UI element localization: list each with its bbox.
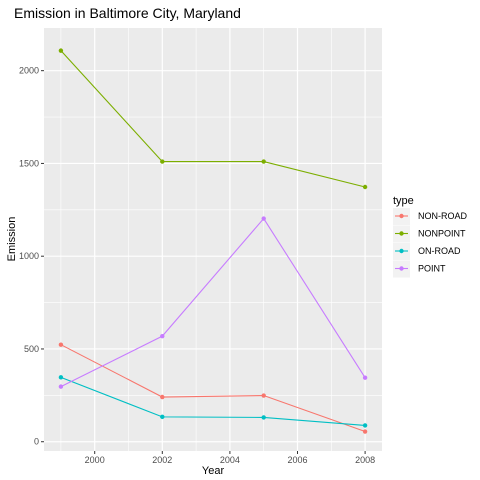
x-tick-label: 2002	[152, 455, 172, 465]
data-point-non-road	[261, 393, 266, 398]
data-point-point	[362, 375, 368, 380]
data-point-non-road	[58, 342, 64, 347]
x-axis-title: Year	[202, 465, 225, 477]
legend-key-point	[399, 213, 404, 219]
series-line-point	[60, 217, 366, 388]
legend-key-point	[399, 231, 404, 236]
x-axis-ticks: 2000 2002 2004 2006 2008	[85, 451, 375, 465]
x-tick-label: 2000	[85, 455, 105, 465]
data-point-point	[261, 216, 266, 221]
data-point-on-road	[58, 375, 64, 380]
x-tick-label: 2008	[355, 455, 375, 465]
y-tick-label: 1500	[19, 158, 39, 168]
major-gridlines	[44, 28, 382, 451]
data-point-on-road	[261, 415, 266, 420]
y-axis-ticks: 0 500 1000 1500 2000	[19, 66, 44, 447]
minor-gridlines	[44, 28, 382, 451]
data-point-nonpoint	[362, 184, 368, 190]
y-axis-title: Emission	[6, 217, 18, 262]
data-point-non-road	[160, 394, 165, 400]
legend-title: type	[393, 195, 414, 207]
data-point-on-road	[160, 414, 165, 420]
x-tick-label: 2006	[287, 455, 307, 465]
data-point-nonpoint	[160, 159, 165, 164]
legend-key-point	[399, 266, 404, 271]
legend: type NON-ROAD NONPOINT ON-ROAD POINT	[393, 195, 467, 278]
y-tick-label: 0	[34, 437, 39, 447]
data-point-point	[58, 384, 64, 389]
series-line-non-road	[60, 344, 366, 433]
data-point-non-road	[362, 429, 368, 434]
legend-key-point	[399, 248, 404, 254]
data-point-nonpoint	[58, 48, 64, 53]
y-tick-label: 2000	[19, 66, 39, 76]
series-lines	[60, 50, 366, 433]
series-points	[58, 48, 368, 434]
legend-label: ON-ROAD	[418, 246, 461, 256]
data-point-point	[160, 333, 165, 339]
data-point-on-road	[362, 423, 368, 428]
legend-label: NON-ROAD	[418, 211, 467, 221]
series-line-on-road	[60, 376, 366, 426]
x-tick-label: 2004	[220, 455, 240, 465]
plot-panel	[44, 28, 382, 451]
series-line-nonpoint	[60, 50, 366, 188]
legend-label: POINT	[418, 264, 446, 274]
y-tick-label: 1000	[19, 251, 39, 261]
chart-title: Emission in Baltimore City, Maryland	[14, 5, 241, 21]
data-point-nonpoint	[261, 159, 266, 164]
y-tick-label: 500	[24, 344, 39, 354]
legend-label: NONPOINT	[418, 229, 466, 239]
